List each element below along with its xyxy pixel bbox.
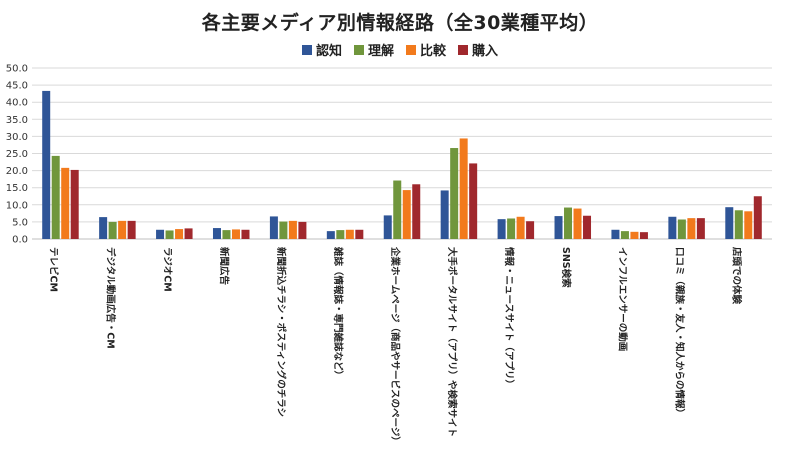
bar <box>450 148 459 239</box>
y-tick-label: 15.0 <box>6 183 28 194</box>
bar <box>734 210 743 239</box>
x-category-label: 企業ホームページ（商品やサービスのページ） <box>389 246 401 446</box>
bar <box>345 229 354 239</box>
y-tick-label: 30.0 <box>6 132 28 143</box>
legend-swatch <box>301 44 312 55</box>
y-tick-label: 5.0 <box>12 217 28 228</box>
bar <box>118 220 127 239</box>
bar <box>336 230 345 239</box>
x-category-label: ラジオCM <box>161 247 172 292</box>
y-tick-label: 25.0 <box>6 149 28 160</box>
bar <box>279 221 288 239</box>
bar <box>564 207 573 239</box>
bar <box>231 229 240 239</box>
bar <box>668 216 677 239</box>
bar <box>507 218 516 239</box>
bar <box>61 167 70 239</box>
bar <box>51 155 60 239</box>
legend-swatch <box>353 44 364 55</box>
legend-item: 認知 <box>301 40 342 59</box>
bar <box>288 220 297 239</box>
bar <box>583 215 592 239</box>
bar <box>753 196 762 239</box>
chart-title: 各主要メディア別情報経路（全30業種平均） <box>201 12 599 34</box>
bar <box>241 229 250 239</box>
bar <box>355 229 364 239</box>
x-category-label: 大手ポータルサイト（アプリ）や検索サイト <box>446 247 458 437</box>
bar <box>99 217 108 239</box>
legend-label: 購入 <box>472 44 499 59</box>
bar <box>165 230 174 239</box>
x-category-label: 情報・ニュースサイト（アプリ） <box>503 246 515 389</box>
y-tick-label: 0.0 <box>12 235 28 246</box>
legend: 認知 理解 比較 購入 <box>0 40 800 59</box>
bar <box>175 229 184 239</box>
x-category-label: 店頭での体験 <box>731 247 743 305</box>
x-category-label: 雑誌（情報誌・専門雑誌など） <box>332 246 344 380</box>
bar <box>639 232 648 239</box>
y-tick-label: 20.0 <box>6 166 28 177</box>
legend-swatch <box>406 44 416 55</box>
y-tick-label: 50.0 <box>6 64 28 75</box>
bar <box>526 221 535 239</box>
bar <box>554 216 563 239</box>
bar <box>611 229 620 239</box>
bar <box>108 221 117 239</box>
y-tick-label: 10.0 <box>6 200 28 211</box>
x-category-label: 口コミ（親族・友人・知人からの情報） <box>674 247 686 418</box>
y-tick-label: 45.0 <box>6 81 28 92</box>
bar <box>70 169 79 239</box>
bar <box>744 211 753 239</box>
bar <box>298 221 307 239</box>
bar <box>156 229 165 239</box>
x-category-label: テレビCM <box>47 247 59 292</box>
y-tick-label: 35.0 <box>6 115 28 126</box>
legend-label: 比較 <box>420 44 447 59</box>
bar <box>212 228 221 239</box>
bar <box>326 231 335 239</box>
legend-label: 認知 <box>315 44 342 59</box>
bar <box>573 208 582 239</box>
legend-item: 理解 <box>353 40 394 59</box>
legend-item: 購入 <box>458 40 498 59</box>
bar <box>620 231 629 239</box>
bar <box>497 219 506 239</box>
bar <box>412 184 421 239</box>
bar <box>687 218 696 239</box>
bar <box>630 231 639 239</box>
bar <box>725 207 734 239</box>
bar <box>269 216 278 239</box>
y-tick-label: 40.0 <box>6 98 28 109</box>
legend-item: 比較 <box>406 40 446 59</box>
bar <box>127 220 136 239</box>
bar <box>222 230 231 239</box>
bar <box>696 218 705 239</box>
bar <box>393 180 402 239</box>
x-category-label: インフルエンサーの動画 <box>617 247 629 351</box>
legend-swatch <box>458 44 469 55</box>
bar <box>42 90 51 239</box>
x-category-label: デジタル動画広告・CM <box>104 247 116 349</box>
bar <box>677 219 686 239</box>
bar <box>402 190 411 239</box>
bar <box>469 163 478 239</box>
bar <box>440 190 449 239</box>
x-category-label: SNS検索 <box>560 247 572 288</box>
x-category-label: 新聞折込チラシ・ポスティングのチラシ <box>275 247 287 417</box>
bar <box>459 138 468 239</box>
legend-label: 理解 <box>367 44 394 59</box>
x-category-label: 新聞広告 <box>218 247 230 286</box>
bar <box>383 215 392 239</box>
bar <box>516 216 525 239</box>
bar <box>184 228 193 239</box>
